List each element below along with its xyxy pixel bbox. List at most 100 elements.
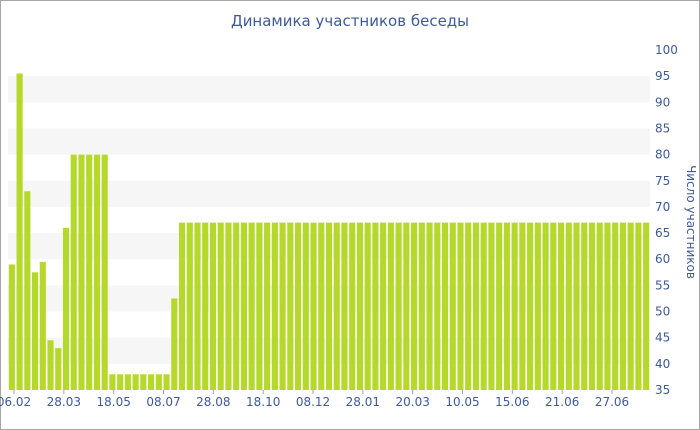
bar xyxy=(78,154,85,390)
bar xyxy=(155,374,162,390)
bar xyxy=(588,222,596,390)
x-tick-label: 10.05 xyxy=(445,395,479,409)
bar xyxy=(403,222,410,390)
bar xyxy=(86,154,93,390)
bar xyxy=(480,222,487,390)
bar xyxy=(604,222,611,390)
bar xyxy=(8,264,15,390)
bar xyxy=(202,222,209,390)
bar xyxy=(109,374,116,390)
y-tick-label: 70 xyxy=(655,200,670,214)
bar xyxy=(117,374,124,390)
bar xyxy=(619,222,626,390)
bar xyxy=(472,222,480,390)
bar xyxy=(101,154,108,390)
bar xyxy=(534,222,541,390)
bar xyxy=(341,222,348,390)
bar xyxy=(271,222,278,390)
y-axis-title: Число участников xyxy=(684,165,698,279)
bar xyxy=(557,222,565,390)
bar xyxy=(93,154,101,390)
bar xyxy=(441,222,449,390)
bar xyxy=(612,222,619,390)
bar xyxy=(233,222,240,390)
y-tick-label: 55 xyxy=(655,278,670,292)
bar xyxy=(194,222,201,390)
bar xyxy=(217,222,224,390)
bar xyxy=(364,222,371,390)
x-tick-label: 18.05 xyxy=(96,395,130,409)
bar xyxy=(163,374,170,390)
y-tick-label: 35 xyxy=(655,383,670,397)
bar xyxy=(209,222,217,390)
bar xyxy=(140,374,147,390)
bar xyxy=(318,222,325,390)
x-tick-label: 18.10 xyxy=(246,395,280,409)
bar xyxy=(132,374,139,390)
y-tick-label: 75 xyxy=(655,174,670,188)
bar xyxy=(542,222,549,390)
bar xyxy=(55,348,62,390)
bar xyxy=(488,222,495,390)
x-tick-label: 08.12 xyxy=(296,395,330,409)
x-tick-label: 20.03 xyxy=(395,395,429,409)
bar xyxy=(434,222,441,390)
bar xyxy=(457,222,464,390)
bar xyxy=(565,222,572,390)
bar xyxy=(349,222,356,390)
y-tick-label: 65 xyxy=(655,226,670,240)
bar xyxy=(635,222,642,390)
bar xyxy=(527,222,534,390)
y-tick-label: 40 xyxy=(655,357,670,371)
x-tick-label: 08.07 xyxy=(146,395,180,409)
y-tick-label: 100 xyxy=(655,43,678,57)
grid-band xyxy=(8,128,650,155)
chart-title: Динамика участников беседы xyxy=(230,12,470,30)
bar xyxy=(627,222,634,390)
bar xyxy=(387,222,394,390)
x-axis-ticks: 06.02 28.03 18.05 08.07 28.08 18.10 08.12 28.01… xyxy=(0,390,629,409)
bar xyxy=(310,222,317,390)
bar xyxy=(596,222,603,390)
bar xyxy=(511,222,518,390)
bar xyxy=(70,154,77,390)
y-tick-label: 50 xyxy=(655,305,670,319)
bar xyxy=(16,73,23,390)
x-tick-label: 06.02 xyxy=(0,395,31,409)
bars-group xyxy=(8,73,650,390)
bar xyxy=(449,222,456,390)
bar xyxy=(62,227,70,390)
x-tick-label: 21.06 xyxy=(545,395,579,409)
bar xyxy=(294,222,302,390)
bar xyxy=(395,222,402,390)
grid-band xyxy=(8,180,650,207)
grid-band xyxy=(8,76,650,103)
bar xyxy=(573,222,580,390)
bar xyxy=(47,340,54,390)
x-tick-label: 28.01 xyxy=(346,395,380,409)
bar xyxy=(302,222,309,390)
bar xyxy=(418,222,425,390)
y-tick-label: 80 xyxy=(655,148,670,162)
bar xyxy=(519,222,526,390)
bar xyxy=(248,222,255,390)
bar xyxy=(32,272,39,390)
y-axis-ticks: 35 40 45 50 55 60 65 70 75 80 85 90 95 100 xyxy=(655,43,678,397)
y-tick-label: 85 xyxy=(655,121,670,135)
bar xyxy=(643,222,650,390)
bar xyxy=(372,222,379,390)
bar xyxy=(24,191,31,390)
bar xyxy=(333,222,340,390)
bar xyxy=(171,298,178,390)
y-tick-label: 95 xyxy=(655,69,670,83)
y-tick-label: 60 xyxy=(655,252,670,266)
x-tick-label: 27.06 xyxy=(595,395,629,409)
bar xyxy=(186,222,193,390)
bar xyxy=(411,222,418,390)
bar xyxy=(380,222,387,390)
bar xyxy=(356,222,363,390)
y-tick-label: 45 xyxy=(655,331,670,345)
bar xyxy=(39,261,46,390)
bar xyxy=(124,374,131,390)
